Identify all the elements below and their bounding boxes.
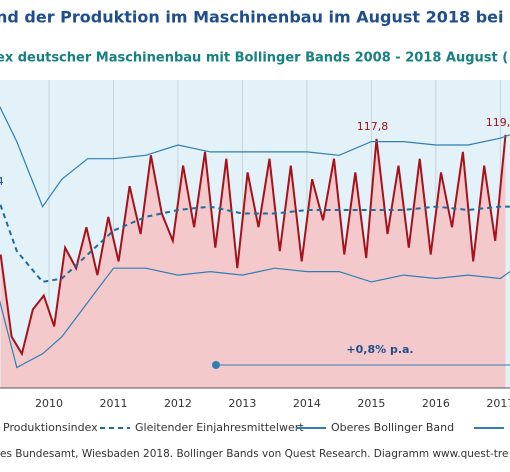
legend-label: Gleitender Einjahresmittelwert: [135, 421, 304, 434]
x-tick-label: 2014: [293, 397, 321, 410]
x-tick-label: 2016: [422, 397, 450, 410]
legend-label: Oberes Bollinger Band: [331, 421, 454, 434]
x-tick-label: 2015: [357, 397, 385, 410]
x-tick-label: 2012: [164, 397, 192, 410]
annotation: 119,0: [486, 116, 510, 129]
series-line: [0, 105, 510, 208]
legend-label: Produktionsindex: [3, 421, 98, 434]
x-tick-label: 2017: [486, 397, 510, 410]
series-line: [0, 134, 507, 357]
chart-title: nd der Produktion im Maschinenbau im Aug…: [0, 8, 510, 27]
annotation: 96,4: [0, 175, 4, 188]
x-tick-label: 2010: [35, 397, 63, 410]
series-line: [0, 267, 510, 369]
plot: [0, 80, 510, 388]
x-tick-label: 2011: [99, 397, 127, 410]
chart-subtitle: ex deutscher Maschinenbau mit Bollinger …: [0, 51, 508, 66]
source: es Bundesamt, Wiesbaden 2018. Bollinger …: [0, 448, 508, 460]
series-line: [0, 200, 510, 283]
x-tick-label: 2013: [228, 397, 256, 410]
trend-dot: [212, 361, 220, 369]
trend-label: +0,8% p.a.: [346, 343, 413, 356]
area: [0, 134, 506, 388]
annotation: 117,8: [357, 120, 389, 133]
